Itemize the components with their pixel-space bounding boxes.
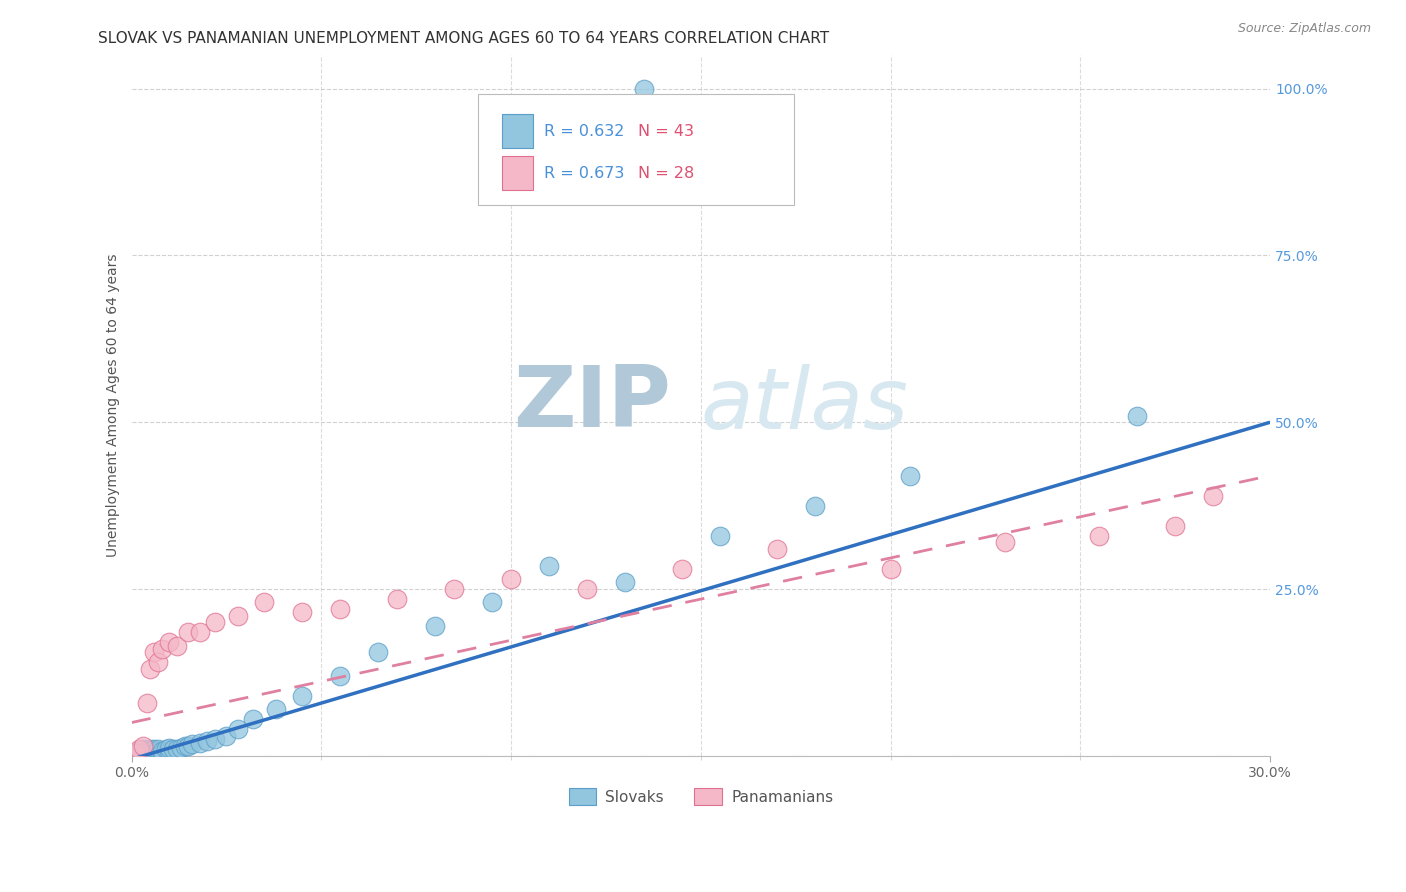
Point	[1202, 489, 1225, 503]
Point	[633, 81, 655, 95]
Point	[425, 619, 447, 633]
Point	[177, 625, 200, 640]
Point	[993, 535, 1015, 549]
Point	[159, 635, 181, 649]
Point	[264, 702, 287, 716]
Point	[128, 742, 150, 756]
Point	[443, 582, 465, 596]
Point	[150, 746, 173, 760]
Point	[387, 592, 409, 607]
Point	[879, 562, 901, 576]
Point	[177, 739, 200, 753]
Point	[765, 541, 787, 556]
Point	[132, 746, 155, 760]
Point	[143, 746, 166, 760]
Point	[242, 712, 264, 726]
Point	[146, 656, 169, 670]
Point	[135, 746, 157, 760]
Point	[329, 602, 352, 616]
Text: N = 28: N = 28	[638, 166, 695, 180]
Point	[155, 742, 177, 756]
Point	[146, 742, 169, 756]
Point	[188, 625, 211, 640]
Point	[135, 696, 157, 710]
Point	[575, 582, 598, 596]
Text: N = 43: N = 43	[638, 124, 695, 138]
Point	[128, 746, 150, 760]
Point	[139, 662, 162, 676]
Point	[215, 729, 238, 743]
Point	[671, 562, 693, 576]
Point	[143, 645, 166, 659]
Point	[128, 743, 150, 757]
Text: R = 0.632: R = 0.632	[544, 124, 624, 138]
Point	[132, 742, 155, 756]
Point	[501, 572, 523, 586]
Point	[1126, 409, 1149, 423]
Point	[367, 645, 389, 659]
Point	[1164, 518, 1187, 533]
Text: atlas: atlas	[700, 364, 908, 447]
Point	[166, 639, 188, 653]
Text: R = 0.673: R = 0.673	[544, 166, 624, 180]
Point	[197, 734, 219, 748]
Point	[170, 740, 193, 755]
Point	[124, 746, 146, 760]
Point	[143, 742, 166, 756]
Point	[166, 742, 188, 756]
Point	[253, 595, 276, 609]
Point	[613, 575, 636, 590]
Point	[329, 669, 352, 683]
Point	[173, 739, 195, 753]
Point	[291, 689, 314, 703]
Legend: Slovaks, Panamanians: Slovaks, Panamanians	[562, 781, 839, 812]
Point	[139, 746, 162, 760]
Point	[135, 743, 157, 757]
Point	[181, 737, 204, 751]
Point	[204, 732, 226, 747]
Point	[1088, 529, 1111, 543]
Point	[188, 735, 211, 749]
Text: Source: ZipAtlas.com: Source: ZipAtlas.com	[1237, 22, 1371, 36]
Point	[159, 740, 181, 755]
Point	[132, 739, 155, 753]
Point	[146, 743, 169, 757]
Y-axis label: Unemployment Among Ages 60 to 64 years: Unemployment Among Ages 60 to 64 years	[107, 254, 121, 558]
Point	[709, 529, 731, 543]
Point	[481, 595, 503, 609]
Point	[150, 743, 173, 757]
Point	[898, 468, 921, 483]
Point	[226, 608, 249, 623]
Point	[139, 742, 162, 756]
Point	[159, 743, 181, 757]
Point	[803, 499, 825, 513]
Point	[124, 746, 146, 760]
Point	[226, 723, 249, 737]
Point	[291, 606, 314, 620]
Point	[150, 642, 173, 657]
Text: ZIP: ZIP	[513, 362, 671, 445]
Text: SLOVAK VS PANAMANIAN UNEMPLOYMENT AMONG AGES 60 TO 64 YEARS CORRELATION CHART: SLOVAK VS PANAMANIAN UNEMPLOYMENT AMONG …	[98, 31, 830, 46]
Point	[537, 558, 560, 573]
Point	[204, 615, 226, 630]
Point	[162, 742, 184, 756]
